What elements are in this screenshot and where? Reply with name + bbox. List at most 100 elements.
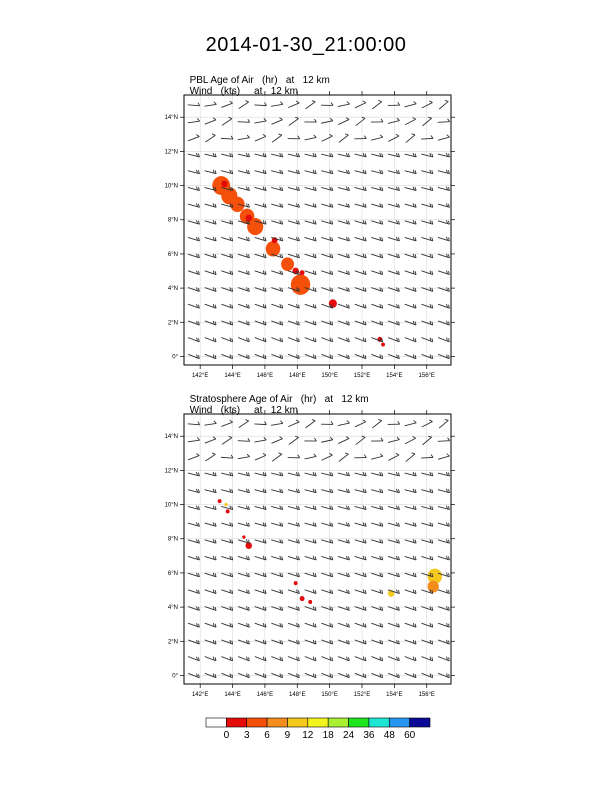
wind-barb-flag <box>314 237 317 242</box>
wind-barb-flag <box>231 338 234 342</box>
wind-barb-flag <box>395 133 400 137</box>
wind-barb <box>237 270 250 276</box>
wind-barb-flag <box>196 639 198 644</box>
wind-barb <box>271 589 284 595</box>
wind-barb-flag <box>212 471 215 476</box>
wind-barb-flag <box>262 186 265 191</box>
wind-barb-flag <box>448 321 450 326</box>
wind-barb-flag <box>296 253 298 258</box>
wind-barb <box>437 505 450 511</box>
wind-barb <box>271 101 284 107</box>
wind-barb-flag <box>196 505 198 510</box>
wind-barb-shaft <box>254 589 267 595</box>
wind-barb-flag <box>431 556 434 561</box>
wind-barb-shaft <box>337 270 350 276</box>
wind-barb-flag <box>329 452 333 456</box>
wind-barb-shaft <box>421 456 434 459</box>
wind-barb-flag <box>364 556 367 561</box>
wind-barb-flag <box>231 170 234 174</box>
wind-barb-flag <box>396 555 398 560</box>
wind-barb-shaft <box>337 606 350 611</box>
wind-barb-flag <box>431 237 434 242</box>
wind-barb-flag <box>198 657 200 661</box>
wind-barb-shaft <box>371 186 383 192</box>
wind-barb <box>221 169 234 175</box>
wind-barb-flag <box>448 287 450 292</box>
wind-barb <box>337 353 350 360</box>
wind-barb-flag <box>412 152 415 157</box>
age-contour-fill <box>225 509 230 514</box>
wind-barb-flag <box>196 673 198 678</box>
wind-barb-flag <box>248 321 250 326</box>
wind-barb-flag <box>229 488 232 493</box>
wind-barb-shaft <box>371 303 383 309</box>
wind-barb-flag <box>431 623 434 628</box>
wind-barb-flag <box>396 117 400 121</box>
wind-barb-flag <box>414 623 417 628</box>
wind-barb <box>387 117 400 124</box>
wind-barb <box>187 220 200 225</box>
wind-barb <box>304 656 317 662</box>
wind-barb <box>271 555 284 561</box>
wind-barb-shaft <box>421 253 433 259</box>
wind-barb-flag <box>346 337 348 342</box>
wind-barb <box>437 287 450 292</box>
wind-barb-flag <box>329 436 334 441</box>
wind-barb <box>254 253 267 259</box>
wind-barb-flag <box>362 555 365 560</box>
wind-barb <box>371 622 384 628</box>
wind-barb-flag <box>329 555 332 560</box>
wind-barb <box>254 353 267 360</box>
wind-barb-flag <box>231 489 234 493</box>
wind-barb-flag <box>398 623 400 628</box>
wind-barb <box>238 419 249 429</box>
wind-barb <box>304 353 317 360</box>
wind-barb-shaft <box>387 539 400 544</box>
wind-barb-shaft <box>204 104 217 107</box>
wind-barb-flag <box>312 539 315 543</box>
wind-barb-flag <box>229 673 232 678</box>
wind-barb <box>387 203 400 208</box>
wind-barb-flag <box>296 337 298 342</box>
wind-barb <box>254 320 267 326</box>
wind-barb <box>387 320 400 326</box>
wind-barb-flag <box>364 220 367 225</box>
wind-barb-shaft <box>204 270 217 276</box>
wind-barb-shaft <box>271 303 283 309</box>
wind-barb-flag <box>431 674 434 678</box>
wind-barb <box>337 303 350 309</box>
wind-barb <box>204 270 217 276</box>
colorbar-label: 48 <box>384 730 396 741</box>
wind-barb-shaft <box>421 170 434 175</box>
wind-barb-flag <box>412 555 415 560</box>
y-tick-label: 8°N <box>168 537 178 543</box>
wind-barb-shaft <box>321 270 333 276</box>
wind-barb-flag <box>296 555 298 560</box>
wind-barb <box>321 488 334 494</box>
wind-barb <box>404 169 417 175</box>
wind-barb <box>221 236 234 242</box>
wind-barb <box>387 656 400 662</box>
wind-barb-flag <box>412 488 415 493</box>
wind-barb-flag <box>248 606 250 611</box>
wind-barb-shaft <box>371 589 383 595</box>
wind-barb-flag <box>312 505 315 510</box>
wind-barb-shaft <box>437 555 450 561</box>
wind-barb-flag <box>345 117 350 120</box>
age-contour-fill <box>290 274 311 295</box>
wind-barb-flag <box>431 472 434 477</box>
wind-barb-flag <box>262 639 265 644</box>
wind-barb-flag <box>330 102 334 106</box>
wind-barb-flag <box>381 254 384 258</box>
wind-barb-flag <box>264 590 267 594</box>
wind-barb-shaft <box>254 104 267 107</box>
wind-barb-flag <box>429 152 432 157</box>
wind-barb-flag <box>212 152 215 157</box>
wind-barb <box>421 454 434 459</box>
wind-barb <box>321 572 334 578</box>
wind-barb <box>287 488 300 494</box>
wind-barb-flag <box>280 101 284 105</box>
wind-barb-flag <box>346 253 348 258</box>
wind-barb <box>254 236 267 242</box>
wind-barb-shaft <box>238 420 249 429</box>
